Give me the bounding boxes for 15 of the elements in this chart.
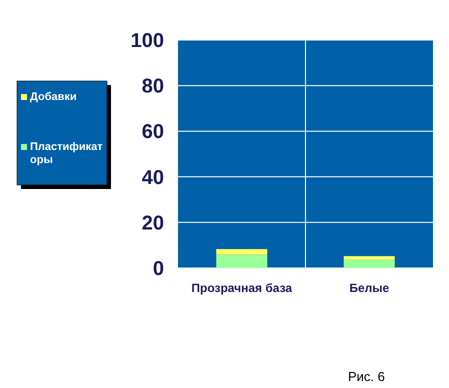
text: Рис. 6	[348, 369, 385, 384]
legend-label: Добавки	[30, 91, 77, 103]
legend-label: Пластификаторы	[30, 141, 104, 166]
y-tick-label: 20	[142, 212, 164, 234]
bar	[344, 260, 395, 268]
y-tick-label: 80	[142, 76, 164, 98]
bar	[216, 249, 268, 255]
bar	[216, 254, 268, 268]
x-tick-label: Прозрачная база	[191, 281, 292, 295]
y-tick-label: 0	[152, 258, 164, 280]
bar	[344, 256, 395, 260]
y-tick-label: 40	[142, 166, 164, 189]
x-tick-label: Белые	[349, 281, 390, 295]
y-tick-label: 60	[142, 121, 164, 144]
y-tick-label: 100	[130, 30, 164, 52]
